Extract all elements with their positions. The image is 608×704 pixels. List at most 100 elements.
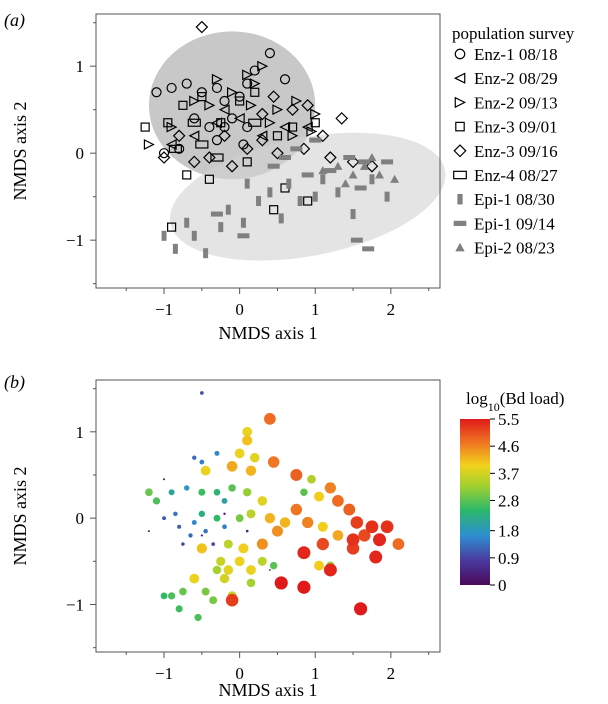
- b-point: [226, 461, 238, 472]
- a-point-diamond: [286, 103, 299, 117]
- legend-marker-circle: [454, 48, 466, 60]
- a-point-bar-v: [384, 191, 390, 202]
- a-x-tick-label: 2: [387, 300, 396, 319]
- a-point-tri-right: [249, 78, 261, 90]
- b-point: [209, 596, 218, 605]
- legend-marker-square: [455, 121, 465, 132]
- a-point-bar-v: [256, 196, 262, 207]
- b-point: [167, 592, 176, 600]
- a-point-tri-right: [306, 125, 318, 137]
- b-points: [145, 391, 405, 622]
- legend-label: Enz-2 08/29: [474, 69, 558, 88]
- a-point-tri-right: [242, 69, 254, 81]
- a-x-tick-label: −1: [155, 300, 173, 319]
- a-point-tri-right: [204, 99, 216, 111]
- a-point-square: [269, 205, 279, 215]
- b-point: [188, 533, 193, 538]
- a-point-diamond: [172, 129, 186, 143]
- a-point-bar-v: [312, 191, 318, 202]
- a-x-ticks: −1 0 1 2: [125, 288, 430, 319]
- b-y-tick-label: −1: [66, 596, 84, 615]
- a-point-circle: [166, 82, 177, 94]
- a-y-axis-label: NMDS axis 2: [10, 101, 30, 200]
- a-point-bar-v: [278, 213, 284, 224]
- a-point-diamond: [225, 159, 239, 173]
- a-point-triangle-up: [375, 170, 385, 179]
- a-point-diamond: [324, 151, 337, 164]
- a-point-tri-right: [310, 108, 322, 120]
- b-point: [223, 565, 234, 575]
- b-point: [147, 530, 150, 533]
- a-point-rect-wide: [168, 144, 182, 153]
- b-y-axis-label: NMDS axis 2: [10, 466, 30, 565]
- b-point: [354, 602, 368, 616]
- a-point-tri-right: [211, 73, 223, 85]
- legend-label: Enz-3 09/01: [474, 118, 558, 137]
- b-point: [219, 573, 230, 584]
- a-point-circle: [226, 113, 238, 124]
- b-point: [297, 546, 311, 560]
- legend-label: Epi-1 09/14: [474, 214, 555, 233]
- legend-label: Enz-2 09/13: [474, 93, 558, 112]
- b-y-tick-label: 1: [76, 423, 85, 442]
- a-point-diamond: [157, 151, 171, 164]
- b-plot-frame: [95, 379, 441, 653]
- b-point: [152, 497, 161, 505]
- b-point: [181, 542, 185, 546]
- a-point-bar-v: [161, 230, 167, 241]
- a-point-diamond: [335, 112, 349, 125]
- panel-b: (b) −1 0 1 2 −1 0 1 NMDS axis 1 NMDS axis 2 l…: [4, 372, 564, 700]
- a-point-triangle-up: [318, 166, 328, 175]
- b-point: [216, 556, 226, 566]
- a-point-bar-h: [324, 168, 337, 174]
- a-points: [140, 20, 400, 259]
- a-point-tri-right: [272, 104, 284, 116]
- a-point-tri-right: [245, 99, 257, 111]
- b-point: [245, 465, 257, 476]
- b-point: [211, 542, 216, 546]
- a-point-diamond: [240, 142, 254, 156]
- b-point: [214, 450, 220, 456]
- a-point-tri-right: [264, 117, 276, 129]
- a-point-square: [140, 122, 150, 132]
- b-point: [242, 426, 253, 437]
- a-point-square: [242, 157, 252, 167]
- b-point: [213, 514, 221, 522]
- legend-label: Epi-2 08/23: [474, 239, 555, 258]
- legend-label: Enz-1 08/18: [474, 45, 558, 64]
- b-point: [314, 560, 325, 571]
- a-point-bar-v: [286, 178, 292, 189]
- a-point-bar-h: [309, 137, 322, 143]
- a-point-tri-left: [256, 130, 268, 142]
- a-point-tri-left: [279, 121, 291, 133]
- b-x-tick-label: −1: [155, 664, 173, 683]
- b-point: [184, 485, 190, 491]
- a-point-tri-right: [143, 139, 155, 150]
- a-point-diamond: [255, 133, 269, 147]
- b-x-tick-label: 1: [311, 664, 320, 683]
- legend-marker-tri-right: [454, 96, 467, 109]
- a-point-bar-h: [350, 237, 363, 243]
- b-point: [264, 512, 276, 524]
- a-point-rect-wide: [195, 140, 209, 149]
- a-point-triangle-up: [333, 161, 343, 170]
- a-point-bar-h: [237, 233, 250, 239]
- a-point-bar-v: [191, 230, 197, 241]
- a-point-bar-h: [381, 159, 394, 165]
- a-x-axis-label: NMDS axis 1: [218, 323, 317, 343]
- b-point: [323, 563, 337, 577]
- colorbar-tick-label: 0: [498, 576, 507, 595]
- a-point-bar-v: [184, 217, 190, 228]
- b-point: [297, 580, 311, 594]
- a-point-circle: [219, 95, 230, 107]
- a-point-bar-h: [362, 246, 375, 252]
- a-point-bar-h: [290, 146, 303, 152]
- a-point-square: [167, 222, 177, 232]
- b-point: [290, 503, 303, 516]
- a-point-bar-v: [350, 209, 356, 220]
- a-legend-title: population survey: [452, 24, 575, 43]
- a-point-bar-h: [267, 163, 280, 169]
- b-point: [257, 556, 267, 566]
- b-colorbar: log10(Bd load) 5.5 4.6 3.7 2.8 1.8 0.9 0: [460, 389, 564, 595]
- b-point: [200, 534, 203, 537]
